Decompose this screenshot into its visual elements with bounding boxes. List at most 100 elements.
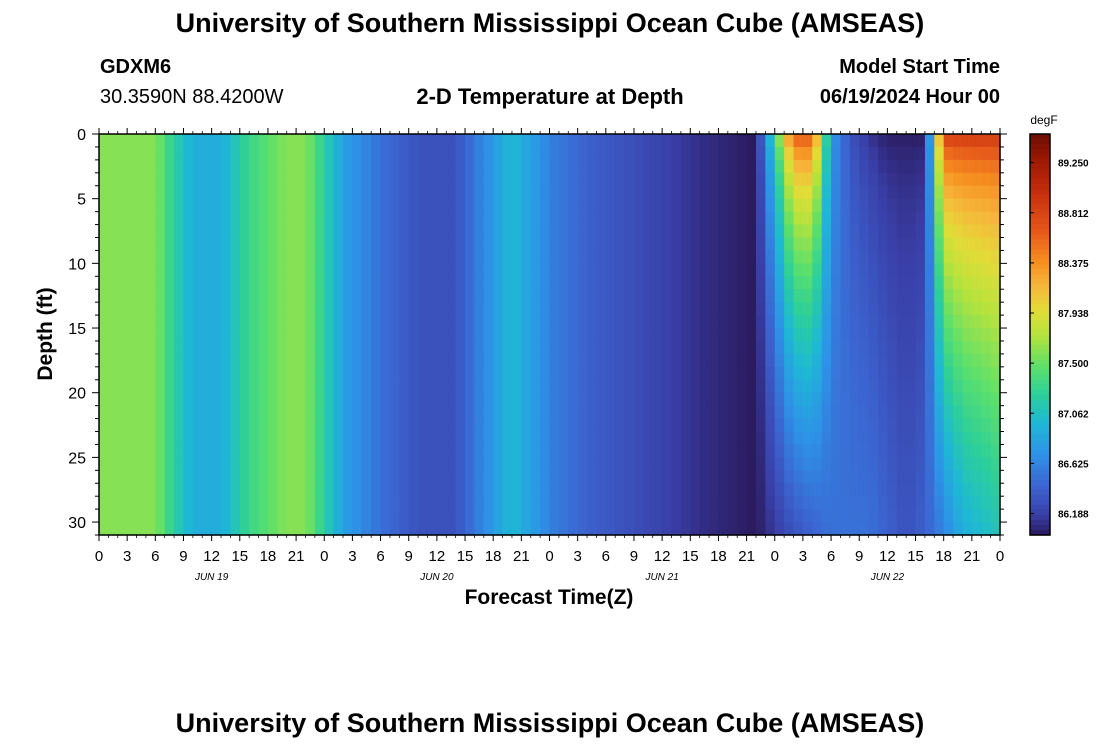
heatmap-cell [164,211,175,226]
heatmap-cell [436,134,447,148]
heatmap-cell [455,392,466,407]
heatmap-cell [849,431,860,446]
heatmap-cell [549,340,560,355]
heatmap-cell [633,134,644,148]
colorbar-segment [1030,234,1050,240]
heatmap-cell [418,146,429,161]
heatmap-cell [680,185,691,200]
heatmap-cell [934,379,945,394]
heatmap-cell [258,224,269,239]
heatmap-cell [202,366,213,381]
heatmap-cell [343,418,354,433]
heatmap-cell [296,198,307,213]
heatmap-cell [812,250,823,264]
heatmap-cell [436,353,447,368]
heatmap-cell [474,431,485,446]
heatmap-cell [258,172,269,187]
heatmap-cell [680,289,691,303]
heatmap-cell [755,224,766,239]
heatmap-cell [737,134,748,148]
heatmap-cell [436,211,447,226]
heatmap-cell [221,302,231,316]
heatmap-cell [333,146,344,161]
heatmap-cell [802,496,813,510]
heatmap-cell [427,353,438,368]
heatmap-cell [934,185,945,200]
heatmap-cell [249,198,260,213]
heatmap-cell [624,496,635,510]
heatmap-cell [877,431,888,446]
heatmap-cell [221,134,231,148]
heatmap-cell [511,496,522,510]
heatmap-cell [887,134,898,148]
heatmap-cell [868,496,879,510]
heatmap-cell [371,457,382,471]
heatmap-cell [446,211,457,226]
heatmap-cell [530,509,541,523]
x-tick-label: 0 [320,548,328,565]
heatmap-cell [990,405,1001,420]
heatmap-cell [737,405,748,420]
heatmap-cell [343,185,354,200]
heatmap-cell [183,340,194,355]
heatmap-cell [455,302,466,316]
heatmap-cell [549,379,560,394]
heatmap-cell [352,470,363,484]
heatmap-cell [202,470,213,484]
x-tick-label: 18 [260,548,277,565]
heatmap-cell [333,276,344,290]
heatmap-cell [361,457,372,471]
colorbar-segment [1030,439,1050,446]
heatmap-cell [849,457,860,471]
heatmap-cell [596,159,607,174]
heatmap-cell [530,237,541,252]
heatmap-cell [906,405,917,420]
heatmap-cell [887,315,898,329]
heatmap-cell [314,224,325,239]
heatmap-cell [755,509,766,523]
heatmap-cell [596,328,607,342]
heatmap-cell [765,340,776,355]
heatmap-cell [840,237,851,252]
heatmap-cell [174,392,185,407]
heatmap-cell [174,340,185,355]
heatmap-cell [343,302,354,316]
heatmap-cell [455,276,466,290]
heatmap-cell [99,315,109,329]
heatmap-cell [821,276,832,290]
heatmap-cell [615,328,626,342]
heatmap-cell [812,289,823,303]
heatmap-cell [671,289,682,303]
heatmap-cell [774,418,785,433]
heatmap-cell [483,276,494,290]
heatmap-cell [859,289,870,303]
heatmap-cell [943,470,954,484]
heatmap-cell [953,211,964,226]
heatmap-cell [812,237,823,252]
heatmap-cell [286,418,297,433]
heatmap-cell [962,289,973,303]
heatmap-cell [568,496,579,510]
heatmap-cell [953,237,964,252]
heatmap-cell [549,392,560,407]
heatmap-cell [812,509,823,523]
heatmap-cell [221,198,231,213]
heatmap-cell [934,444,945,458]
heatmap-cell [155,392,166,407]
heatmap-cell [887,211,898,226]
heatmap-cell [164,250,175,264]
heatmap-cell [577,263,588,277]
heatmap-cell [587,237,598,252]
heatmap-cell [624,263,635,277]
heatmap-cell [624,366,635,381]
heatmap-cell [249,315,260,329]
heatmap-cell [755,470,766,484]
heatmap-cell [127,211,138,226]
heatmap-cell [380,366,391,381]
heatmap-cell [540,198,551,213]
heatmap-cell [145,315,156,329]
heatmap-cell [699,470,710,484]
heatmap-cell [530,250,541,264]
heatmap-cell [727,353,738,368]
heatmap-cell [239,146,250,161]
